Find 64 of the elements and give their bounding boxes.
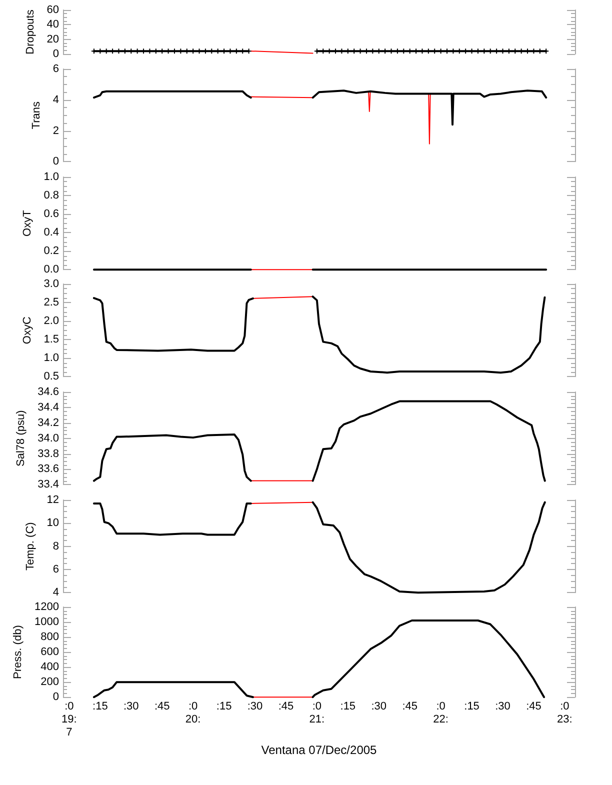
- y-tick-label: 60: [46, 4, 59, 16]
- x-axis-title: Ventana 07/Dec/2005: [261, 743, 378, 758]
- y-tick-label: 1200: [34, 601, 59, 614]
- y-tick-label: 34.4: [38, 401, 59, 414]
- y-tick-label: 0.2: [44, 244, 59, 257]
- x-tick-label: :15: [216, 700, 232, 713]
- y-axis-title: Press. (db): [12, 625, 24, 680]
- y-tick-label: 0: [52, 156, 59, 168]
- x-tick-label: :15: [464, 700, 480, 713]
- x-tick-label: :15: [340, 700, 356, 713]
- y-axis-title: Dropouts: [24, 9, 36, 54]
- x-tick-label: :30: [495, 700, 510, 713]
- y-tick-label: 400: [40, 661, 59, 674]
- y-tick-label: 200: [40, 676, 59, 688]
- y-tick-label: 3.0: [44, 278, 59, 290]
- x-tick-label: :0 21:: [309, 700, 325, 726]
- y-tick-label: 0: [52, 48, 59, 60]
- x-tick-label: :45: [402, 700, 418, 713]
- y-tick-label: 0.6: [44, 208, 59, 220]
- y-tick-label: 34.2: [38, 416, 59, 429]
- y-axis-title: OxyC: [21, 316, 34, 344]
- y-tick-label: 33.8: [38, 448, 59, 460]
- y-tick-label: 0.5: [44, 371, 59, 383]
- y-tick-label: 34.0: [38, 432, 59, 444]
- y-tick-label: 33.6: [38, 463, 59, 476]
- y-tick-label: 33.4: [38, 478, 59, 491]
- y-tick-label: 12: [46, 494, 59, 506]
- y-tick-label: 4: [52, 586, 59, 598]
- y-tick-label: 0.0: [44, 263, 59, 276]
- y-axis-title: Trans: [30, 100, 42, 130]
- x-tick-label: :30: [247, 700, 263, 713]
- x-tick-label: :0 23:: [557, 700, 572, 726]
- y-tick-label: 600: [40, 646, 59, 658]
- x-tick-label: :0 19: 7: [62, 700, 77, 739]
- y-tick-label: 0.4: [44, 226, 59, 238]
- y-tick-label: 2: [52, 124, 59, 137]
- y-axis-title: Sal78 (psu): [15, 410, 28, 466]
- x-tick-label: :30: [123, 700, 139, 713]
- x-tick-label: :0 20:: [185, 700, 201, 726]
- y-tick-label: 20: [46, 33, 59, 46]
- x-tick-label: :15: [92, 700, 108, 713]
- y-axis-title: OxyT: [21, 210, 34, 236]
- x-tick-label: :45: [154, 700, 170, 713]
- y-tick-label: 4: [52, 94, 59, 106]
- y-tick-label: 1.0: [44, 352, 59, 364]
- y-tick-label: 1.0: [44, 170, 59, 183]
- y-tick-label: 1000: [34, 616, 59, 628]
- y-tick-label: 0: [52, 691, 59, 704]
- x-tick-label: :45: [278, 700, 294, 713]
- y-axis-title: Temp. (C): [24, 522, 36, 570]
- y-tick-label: 6: [52, 63, 59, 75]
- y-tick-label: 34.6: [38, 386, 59, 398]
- y-tick-label: 2.0: [44, 315, 59, 328]
- y-tick-label: 2.5: [44, 296, 59, 309]
- y-tick-label: 40: [46, 18, 59, 31]
- y-tick-label: 8: [52, 540, 59, 552]
- y-tick-label: 10: [46, 516, 59, 529]
- y-tick-label: 6: [52, 563, 59, 576]
- x-tick-label: :30: [371, 700, 387, 713]
- y-tick-label: 1.5: [44, 334, 59, 346]
- x-tick-label: :0 22:: [433, 700, 448, 726]
- x-tick-label: :45: [526, 700, 542, 713]
- y-tick-label: 800: [40, 631, 59, 644]
- y-tick-label: 0.8: [44, 189, 59, 202]
